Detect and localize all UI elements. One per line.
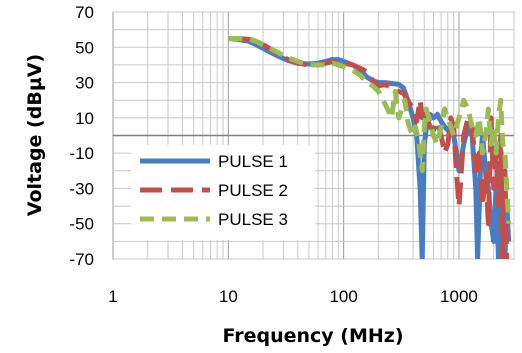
x-tick-label: 1 — [108, 287, 117, 306]
series-layer — [228, 36, 512, 259]
x-tick-label: 10 — [219, 287, 238, 306]
x-tick-label: 1000 — [440, 287, 478, 306]
x-axis-title: Frequency (MHz) — [222, 325, 403, 347]
x-tick-labels: 1 10 100 1000 — [108, 287, 478, 306]
legend: PULSE 1 PULSE 2 PULSE 3 — [131, 145, 315, 240]
y-tick-label: 30 — [75, 74, 94, 93]
x-tick-label: 100 — [329, 287, 357, 306]
y-tick-label: -70 — [69, 250, 94, 269]
y-tick-label: 10 — [75, 109, 94, 128]
y-tick-label: -30 — [69, 179, 94, 198]
y-tick-labels: 70 50 30 10 -10 -30 -50 -70 — [69, 3, 94, 269]
series-line-pulse-3 — [228, 36, 512, 224]
y-axis-title: Voltage (dBµV) — [24, 54, 46, 216]
y-tick-label: -50 — [69, 215, 94, 234]
legend-label-pulse-1: PULSE 1 — [218, 152, 288, 171]
legend-label-pulse-3: PULSE 3 — [218, 210, 288, 229]
y-tick-label: -10 — [69, 144, 94, 163]
y-tick-label: 70 — [75, 3, 94, 22]
legend-label-pulse-2: PULSE 2 — [218, 181, 288, 200]
y-tick-label: 50 — [75, 38, 94, 57]
